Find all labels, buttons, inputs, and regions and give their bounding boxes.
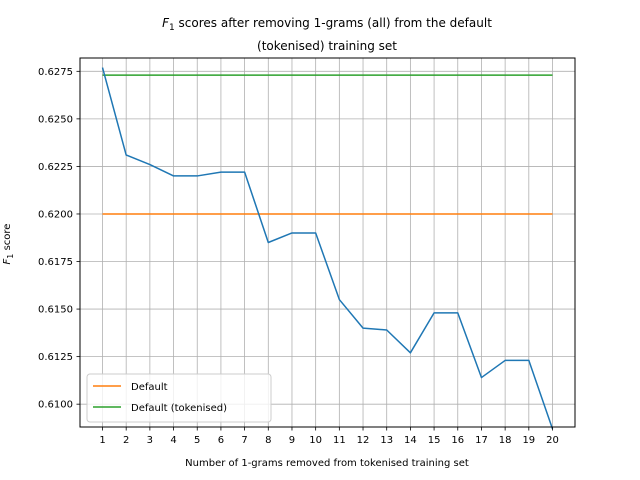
ylabel-text: score bbox=[2, 224, 13, 254]
x-tick-label: 1 bbox=[99, 435, 105, 446]
x-tick-label: 2 bbox=[123, 435, 129, 446]
x-tick-label: 18 bbox=[499, 435, 512, 446]
y-tick-label: 0.6100 bbox=[38, 400, 73, 411]
x-tick-label: 19 bbox=[522, 435, 535, 446]
grid bbox=[80, 58, 575, 427]
plot-frame bbox=[79, 57, 576, 428]
x-tick-label: 16 bbox=[451, 435, 464, 446]
x-tick-label: 10 bbox=[309, 435, 322, 446]
series-line-f1-score bbox=[101, 67, 554, 430]
y-tick-label: 0.6250 bbox=[38, 114, 73, 125]
y-tick-label: 0.6125 bbox=[38, 352, 73, 363]
title-text: scores after removing 1-grams (all) from… bbox=[175, 16, 492, 30]
y-tick-label: 0.6150 bbox=[38, 305, 73, 316]
chart-title-line-2: (tokenised) training set bbox=[257, 39, 397, 53]
x-tick-label: 3 bbox=[147, 435, 153, 446]
y-axis-title: F1 score bbox=[2, 224, 15, 265]
x-tick-label: 12 bbox=[357, 435, 370, 446]
ylabel-math-f: F bbox=[2, 258, 13, 264]
y-tick-label: 0.6225 bbox=[38, 162, 73, 173]
axis-ticks: 1 2 3 4 5 6 7 8 9 10 11 12 13 14 15 16 17 18 19 200.61000.6… bbox=[38, 67, 559, 446]
ylabel-math-subscript: 1 bbox=[6, 254, 15, 259]
series-layer bbox=[101, 67, 554, 430]
x-tick-label: 15 bbox=[428, 435, 441, 446]
x-tick-label: 17 bbox=[475, 435, 488, 446]
x-tick-label: 5 bbox=[194, 435, 200, 446]
legend-box bbox=[86, 373, 272, 423]
y-tick-label: 0.6275 bbox=[38, 67, 73, 78]
x-tick-label: 8 bbox=[265, 435, 271, 446]
x-tick-label: 14 bbox=[404, 435, 417, 446]
legend-label: Default bbox=[131, 382, 168, 393]
x-tick-label: 11 bbox=[333, 435, 346, 446]
chart-title-line-1: F1 scores after removing 1-grams (all) f… bbox=[162, 16, 492, 33]
legend: Default Default (tokenised) bbox=[86, 373, 272, 423]
x-tick-label: 6 bbox=[218, 435, 224, 446]
legend-label: Default (tokenised) bbox=[131, 403, 227, 414]
x-tick-label: 9 bbox=[289, 435, 295, 446]
x-tick-label: 7 bbox=[241, 435, 247, 446]
y-tick-label: 0.6175 bbox=[38, 257, 73, 268]
x-tick-label: 13 bbox=[380, 435, 393, 446]
title-math-f: F bbox=[162, 16, 170, 30]
x-tick-label: 20 bbox=[546, 435, 559, 446]
title-math-subscript: 1 bbox=[169, 23, 175, 33]
y-tick-label: 0.6200 bbox=[38, 209, 73, 220]
x-axis-title: Number of 1-grams removed from tokenised… bbox=[185, 458, 469, 469]
x-tick-label: 4 bbox=[170, 435, 176, 446]
